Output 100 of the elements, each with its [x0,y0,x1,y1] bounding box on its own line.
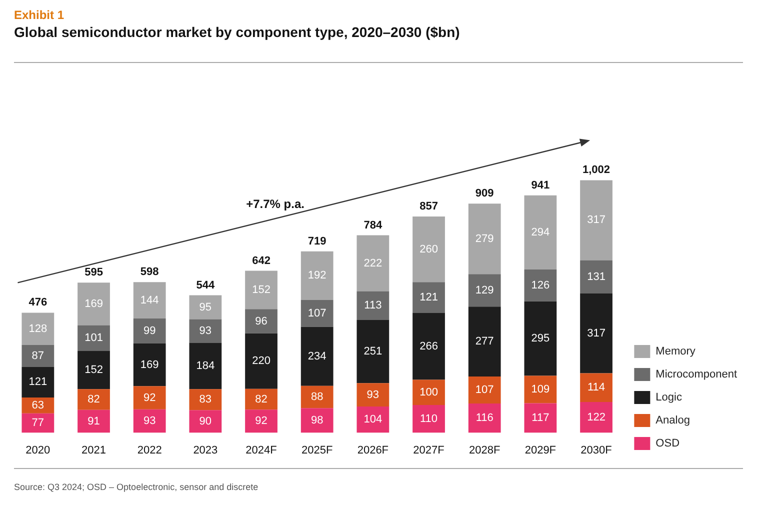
chart-subtitle: Exhibit 1 [14,8,64,22]
bar [412,312,445,380]
data-label: 107 [475,384,494,396]
data-label: 95 [199,301,212,314]
bar [300,408,334,433]
total-label: 1,002 [582,164,610,176]
legend-label: Microcomponent [656,368,738,381]
bar [189,389,222,410]
bar [78,282,110,326]
x-tick-label: 2021 [82,444,106,456]
data-label: 317 [587,327,606,340]
x-tick-label: 2029F [524,444,556,456]
bar [78,350,110,390]
data-label: 82 [88,394,100,406]
bar [524,270,557,302]
data-label: 131 [587,270,606,283]
x-tick-label: 2025F [301,444,333,456]
x-tick-label: 2030F [580,444,612,456]
data-label: 152 [252,284,270,296]
data-label: 128 [28,322,48,335]
data-label: 96 [255,315,268,328]
bar [133,282,166,318]
source-note: Source: Q3 2024; OSD – Optoelectronic, sensor and discrete [14,482,258,492]
data-label: 100 [420,386,438,398]
total-label: 476 [28,296,48,309]
data-label: 152 [84,364,103,376]
data-label: 82 [255,393,268,406]
bar [468,404,501,433]
data-label: 117 [532,412,550,424]
data-label: 121 [28,376,48,388]
annotation: +7.7% p.a. [246,196,304,211]
x-tick-label: 2024F [246,444,278,456]
x-tick-label: 2028F [468,444,500,456]
bar [133,409,166,433]
bar [412,380,445,406]
bar [580,293,612,374]
total-label: 595 [84,266,103,279]
data-label: 63 [32,399,44,412]
data-label: 121 [420,291,438,304]
bar [580,373,612,402]
bar [78,389,110,410]
data-label: 126 [531,279,550,292]
data-label: 98 [310,414,324,426]
total-label: 784 [364,219,383,232]
data-label: 220 [252,355,270,368]
data-label: 109 [531,384,550,396]
bar [524,376,557,404]
bar [468,274,501,307]
data-label: 234 [308,350,326,362]
bar [189,319,222,343]
bar [468,306,501,377]
bar [356,320,390,384]
x-tick-label: 2023 [193,444,218,456]
total-label: 857 [420,200,438,213]
bar [133,386,166,410]
data-label: 192 [308,270,326,282]
data-label: 77 [32,417,44,430]
chart-title: Global semiconductor market by component type, 2020–2030 ($bn) [14,24,460,40]
data-label: 114 [587,382,606,394]
bar [412,282,445,313]
total-label: 909 [475,188,494,200]
bar [22,312,54,345]
data-label: 90 [199,415,212,428]
bar [524,195,557,270]
bar [356,406,390,433]
bar [580,260,612,294]
data-label: 122 [587,411,606,424]
x-tick-label: 2022 [137,444,162,456]
data-label: 129 [475,284,494,296]
data-label: 260 [420,243,438,256]
data-label: 251 [364,345,382,358]
data-label: 91 [88,415,100,428]
bar [22,413,54,433]
bar [412,405,445,433]
bar [189,295,222,320]
data-label: 110 [420,412,438,425]
data-label: 93 [143,415,156,428]
legend-label: Memory [656,346,696,358]
bar [189,410,222,433]
data-label: 317 [587,214,606,226]
bar [245,410,278,433]
bar [245,388,278,410]
x-tick-label: 2026F [357,444,389,456]
data-label: 266 [420,340,438,352]
data-label: 92 [143,392,156,404]
bar [245,309,278,334]
data-label: 144 [140,294,159,306]
data-label: 92 [255,415,268,428]
bar [300,386,334,408]
data-label: 169 [84,298,103,310]
bar [245,270,278,310]
legend-label: OSD [656,438,680,450]
bar [524,403,557,433]
total-label: 941 [531,179,550,192]
data-label: 87 [32,350,44,362]
bar [300,300,334,327]
data-label: 116 [476,412,494,424]
data-label: 83 [199,394,212,406]
bar [300,326,334,386]
total-label: 642 [252,254,270,267]
